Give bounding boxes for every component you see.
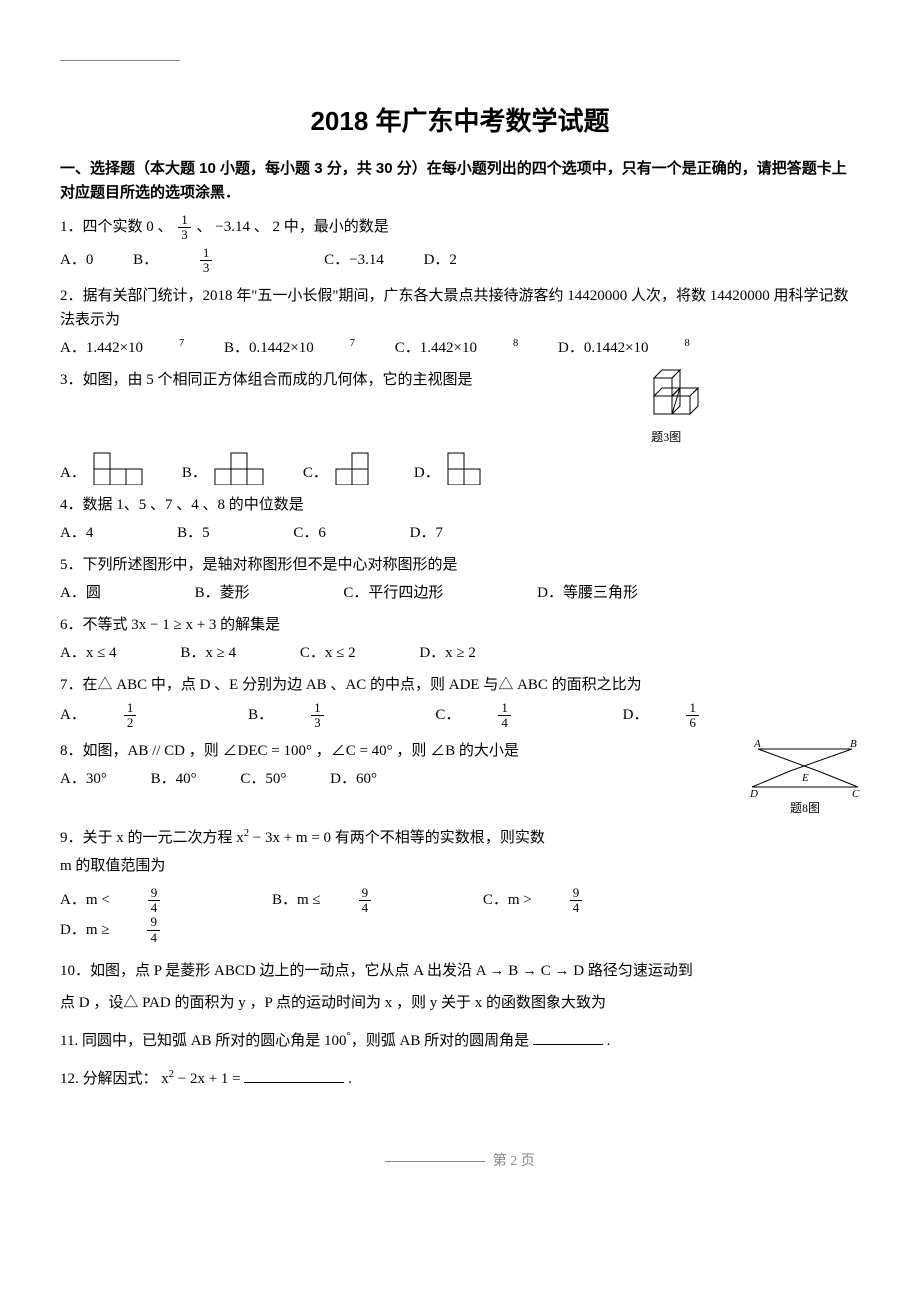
q8-optD: D．60° xyxy=(330,767,377,791)
q1-optD: D．2 xyxy=(424,248,457,272)
q7-optD: D．16 xyxy=(623,701,771,731)
q8-container: A B D C E 题8图 8．如图，AB // CD ，则 ∠DEC = 10… xyxy=(60,739,860,818)
q2-stem: 2．据有关部门统计，2018 年"五一小长假"期间，广东各大景点共接待游客约 1… xyxy=(60,284,860,332)
q11: 11. 同圆中，已知弧 AB 所对的圆心角是 100°，则弧 AB 所对的圆周角… xyxy=(60,1029,860,1053)
q10-stem1: 10．如图，点 P 是菱形 ABCD 边上的一动点，它从点 A 出发沿 A → … xyxy=(60,959,860,983)
q4-stem: 4．数据 1、5 、7 、4 、8 的中位数是 xyxy=(60,493,860,517)
q2-optD: D．0.1442×108 xyxy=(558,336,690,360)
q1-optB-frac: 1 3 xyxy=(200,246,249,276)
q4-optA: A．4 xyxy=(60,521,93,545)
q8-optB: B．40° xyxy=(151,767,197,791)
q9-options: A．m < 94 B．m ≤ 94 C．m > 94 D．m ≥ 94 xyxy=(60,886,860,945)
q8-optA: A．30° xyxy=(60,767,107,791)
q9-optD: D．m ≥ 94 xyxy=(60,915,232,945)
q12-blank xyxy=(244,1067,344,1083)
q3-stem: 3．如图，由 5 个相同正方体组合而成的几何体，它的主视图是 xyxy=(60,368,473,392)
q8-stem: 8．如图，AB // CD ，则 ∠DEC = 100° ，∠C = 40° ，… xyxy=(60,739,860,763)
q3-optA: A． xyxy=(60,451,152,485)
q3-caption: 题3图 xyxy=(626,428,706,447)
svg-text:E: E xyxy=(801,772,809,784)
q1-optB-pre: B． xyxy=(133,248,158,272)
section-1-header: 一、选择题（本大题 10 小题，每小题 3 分，共 30 分）在每小题列出的四个… xyxy=(60,157,860,205)
q10-stem2: 点 D ，设△ PAD 的面积为 y ，P 点的运动时间为 x ，则 y 关于 … xyxy=(60,991,860,1015)
q1-optA: A．0 xyxy=(60,248,93,272)
q5-optD: D．等腰三角形 xyxy=(537,581,638,605)
q2-optB: B．0.1442×107 xyxy=(224,336,355,360)
q5-optA: A．圆 xyxy=(60,581,101,605)
svg-text:D: D xyxy=(750,788,758,799)
q3-shape-C xyxy=(334,451,384,485)
q6-optA: A．x ≤ 4 xyxy=(60,641,117,665)
q7-optC: C．14 xyxy=(435,701,583,731)
q4-optB: B．5 xyxy=(177,521,210,545)
svg-text:B: B xyxy=(850,739,857,750)
q2-optC: C．1.442×108 xyxy=(395,336,518,360)
q7-options: A．12 B．13 C．14 D．16 xyxy=(60,701,860,731)
q1-stem-post: 、 −3.14 、 2 中，最小的数是 xyxy=(197,219,389,235)
q5-optC: C．平行四边形 xyxy=(343,581,443,605)
q1-optB: B． 1 3 xyxy=(133,246,284,276)
q11-blank xyxy=(533,1029,603,1045)
q8-optC: C．50° xyxy=(240,767,286,791)
q5-optB: B．菱形 xyxy=(195,581,250,605)
top-rule xyxy=(60,60,180,61)
q6-stem: 6．不等式 3x − 1 ≥ x + 3 的解集是 xyxy=(60,613,860,637)
q12: 12. 分解因式： x2 − 2x + 1 = . xyxy=(60,1067,860,1091)
q9-optC: C．m > 94 xyxy=(483,886,654,916)
q4-options: A．4 B．5 C．6 D．7 xyxy=(60,521,860,545)
q2-options: A．1.442×107 B．0.1442×107 C．1.442×108 D．0… xyxy=(60,336,860,360)
svg-text:C: C xyxy=(852,788,860,799)
q3-shape-A xyxy=(92,451,152,485)
q1-stem-pre: 1．四个实数 0 、 xyxy=(60,219,173,235)
q3-optD: D． xyxy=(414,451,496,485)
q9-stem: 9．关于 x 的一元二次方程 x2 − 3x + m = 0 有两个不相等的实数… xyxy=(60,826,860,850)
q7-stem: 7．在△ ABC 中，点 D 、E 分别为边 AB 、AC 的中点，则 ADE … xyxy=(60,673,860,697)
q3-optC: C． xyxy=(303,451,384,485)
page-title: 2018 年广东中考数学试题 xyxy=(60,101,860,143)
q3-figure: 题3图 xyxy=(626,368,706,447)
q4-optC: C．6 xyxy=(293,521,326,545)
q3: 3．如图，由 5 个相同正方体组合而成的几何体，它的主视图是 题3图 xyxy=(60,368,860,447)
q1-stem: 1．四个实数 0 、 1 3 、 −3.14 、 2 中，最小的数是 xyxy=(60,213,860,243)
q1-frac: 1 3 xyxy=(178,213,191,243)
q9-optB: B．m ≤ 94 xyxy=(272,886,443,916)
q5-options: A．圆 B．菱形 C．平行四边形 D．等腰三角形 xyxy=(60,581,860,605)
q7-optB: B．13 xyxy=(248,701,396,731)
q8-caption: 题8图 xyxy=(750,799,860,818)
q6-optB: B．x ≥ 4 xyxy=(180,641,236,665)
q3-optB: B． xyxy=(182,451,273,485)
q9-stem2: m 的取值范围为 xyxy=(60,854,860,878)
q6-optC: C．x ≤ 2 xyxy=(300,641,356,665)
q6-options: A．x ≤ 4 B．x ≥ 4 C．x ≤ 2 D．x ≥ 2 xyxy=(60,641,860,665)
q8-figure: A B D C E 题8图 xyxy=(750,739,860,818)
q6-optD: D．x ≥ 2 xyxy=(419,641,476,665)
q5-stem: 5．下列所述图形中，是轴对称图形但不是中心对称图形的是 xyxy=(60,553,860,577)
q1-optC: C．−3.14 xyxy=(324,248,384,272)
q1-frac-num: 1 xyxy=(178,213,191,228)
svg-text:A: A xyxy=(753,739,761,750)
q8-diagram: A B D C E xyxy=(750,739,860,799)
q1-frac-den: 3 xyxy=(178,228,191,242)
q3-options: A． B． C． D． xyxy=(60,451,860,485)
q7-optA: A．12 xyxy=(60,701,208,731)
q3-3d-shape xyxy=(626,368,706,428)
q3-shape-D xyxy=(446,451,496,485)
q1-options: A．0 B． 1 3 C．−3.14 D．2 xyxy=(60,246,860,276)
q2-optA: A．1.442×107 xyxy=(60,336,184,360)
q8-options: A．30° B．40° C．50° D．60° xyxy=(60,767,860,791)
page-footer: 第 2 页 xyxy=(60,1151,860,1173)
q3-shape-B xyxy=(213,451,273,485)
q4-optD: D．7 xyxy=(410,521,443,545)
q9-optA: A．m < 94 xyxy=(60,886,232,916)
